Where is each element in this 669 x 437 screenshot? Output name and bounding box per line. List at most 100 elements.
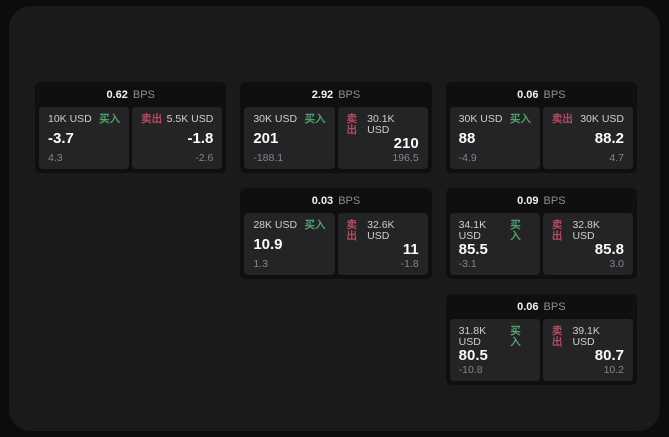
card-header: 0.06 BPS [446,82,637,107]
buy-size-label: 30K USD [253,113,298,125]
tiles-row: 34.1K USD 买入 85.5 -3.1 卖出 32.8K USD 85.8… [446,213,637,279]
quote-card: 0.06 BPS 30K USD 买入 88 -4.9 卖出 30K USD [445,82,637,173]
buy-tile[interactable]: 28K USD 买入 10.9 1.3 [244,213,335,275]
buy-tile-header: 10K USD 买入 [48,114,120,125]
bps-unit-label: BPS [338,194,361,207]
buy-delta: -10.8 [458,363,483,376]
tiles-row: 10K USD 买入 -3.7 4.3 卖出 5.5K USD -1.8 -2.… [35,107,226,173]
sell-tile[interactable]: 卖出 5.5K USD -1.8 -2.6 [132,107,223,169]
buy-size-label: 10K USD [48,113,92,125]
buy-tile-header: 30K USD 买入 [253,114,325,125]
sell-tile-header: 卖出 30.1K USD [347,114,419,135]
app-surface: 0.62 BPS 10K USD 买入 -3.7 4.3 卖出 5.5K USD [9,6,660,431]
sell-tile[interactable]: 卖出 30K USD 88.2 4.7 [542,107,633,169]
tiles-row: 28K USD 买入 10.9 1.3 卖出 32.6K USD 11 -1.8 [240,213,431,279]
buy-side-label: 买入 [510,219,521,242]
sell-size-label: 5.5K USD [166,113,214,125]
sell-price: -1.8 [187,130,214,147]
bps-unit-label: BPS [543,194,566,207]
sell-price: 210 [393,135,419,153]
buy-size-label: 34.1K USD [458,219,487,242]
quote-card: 0.03 BPS 28K USD 买入 10.9 1.3 卖出 32.6K US… [240,188,432,279]
quote-card: 0.06 BPS 31.8K USD 买入 80.5 -10.8 卖出 39.1… [445,294,637,385]
sell-side-label: 卖出 [346,219,358,242]
buy-tile-header: 30K USD 买入 [459,114,531,125]
sell-price: 88.2 [594,130,624,147]
bps-value: 0.09 [517,194,539,207]
buy-size-label: 31.8K USD [458,325,487,348]
card-header: 0.03 BPS [240,188,431,213]
sell-tile-header: 卖出 32.6K USD [347,220,419,241]
card-header: 2.92 BPS [240,82,431,107]
sell-delta: 4.7 [609,151,624,164]
sell-delta: -2.6 [195,151,214,164]
buy-delta: -3.1 [458,257,477,270]
buy-tile[interactable]: 10K USD 买入 -3.7 4.3 [39,107,130,169]
tiles-row: 30K USD 买入 88 -4.9 卖出 30K USD 88.2 4.7 [446,107,637,173]
buy-size-label: 28K USD [253,219,298,231]
tiles-row: 31.8K USD 买入 80.5 -10.8 卖出 39.1K USD 80.… [446,319,637,385]
sell-delta: 196.5 [392,151,419,164]
bps-unit-label: BPS [543,300,566,313]
buy-side-label: 买入 [510,325,521,348]
buy-tile-header: 31.8K USD 买入 [459,326,531,347]
quote-cards-grid: 0.62 BPS 10K USD 买入 -3.7 4.3 卖出 5.5K USD [35,82,637,385]
sell-tile[interactable]: 卖出 32.8K USD 85.8 3.0 [542,213,633,275]
bps-value: 2.92 [311,88,334,101]
sell-side-label: 卖出 [551,219,563,242]
sell-size-label: 39.1K USD [572,325,600,348]
sell-tile-header: 卖出 39.1K USD [552,326,624,347]
bps-unit-label: BPS [132,88,155,101]
sell-tile[interactable]: 卖出 32.6K USD 11 -1.8 [337,213,428,275]
bps-value: 0.06 [517,300,539,313]
card-header: 0.62 BPS [35,82,226,107]
card-header: 0.09 BPS [446,188,637,213]
buy-side-label: 买入 [304,113,326,125]
buy-price: 85.5 [458,241,488,259]
card-header: 0.06 BPS [446,294,637,319]
buy-price: 10.9 [253,236,283,253]
buy-tile[interactable]: 31.8K USD 买入 80.5 -10.8 [449,319,540,381]
buy-price: 88 [458,130,476,147]
sell-price: 80.7 [594,347,624,365]
quote-card: 0.62 BPS 10K USD 买入 -3.7 4.3 卖出 5.5K USD [35,82,227,173]
sell-price: 11 [402,241,419,259]
bps-value: 0.62 [106,88,128,101]
buy-tile[interactable]: 30K USD 买入 201 -188.1 [244,107,335,169]
buy-tile[interactable]: 34.1K USD 买入 85.5 -3.1 [449,213,540,275]
sell-delta: 10.2 [603,363,624,376]
buy-side-label: 买入 [304,219,326,231]
sell-size-label: 30.1K USD [367,113,395,136]
buy-delta: 4.3 [48,151,63,164]
buy-side-label: 买入 [509,113,531,125]
buy-price: 201 [253,130,279,147]
sell-tile[interactable]: 卖出 39.1K USD 80.7 10.2 [542,319,633,381]
sell-size-label: 30K USD [580,113,624,125]
sell-tile-header: 卖出 32.8K USD [552,220,624,241]
buy-size-label: 30K USD [458,113,503,125]
buy-price: 80.5 [458,347,488,365]
sell-side-label: 卖出 [551,325,563,348]
sell-tile[interactable]: 卖出 30.1K USD 210 196.5 [337,107,428,169]
quote-card: 2.92 BPS 30K USD 买入 201 -188.1 卖出 30.1K … [240,82,432,173]
sell-delta: -1.8 [400,257,419,270]
buy-side-label: 买入 [99,113,121,125]
tiles-row: 30K USD 买入 201 -188.1 卖出 30.1K USD 210 1… [240,107,431,173]
sell-tile-header: 卖出 30K USD [552,114,624,125]
sell-tile-header: 卖出 5.5K USD [141,114,213,125]
sell-price: 85.8 [594,241,624,259]
sell-delta: 3.0 [609,257,624,270]
sell-size-label: 32.6K USD [367,219,395,242]
bps-value: 0.03 [311,194,334,207]
quote-card: 0.09 BPS 34.1K USD 买入 85.5 -3.1 卖出 32.8K… [445,188,637,279]
buy-tile-header: 28K USD 买入 [253,220,325,231]
buy-tile-header: 34.1K USD 买入 [459,220,531,241]
sell-side-label: 卖出 [346,113,358,136]
sell-side-label: 卖出 [141,113,163,125]
bps-unit-label: BPS [338,88,361,101]
sell-side-label: 卖出 [551,113,573,125]
buy-tile[interactable]: 30K USD 买入 88 -4.9 [449,107,540,169]
buy-price: -3.7 [48,130,74,147]
buy-delta: 1.3 [253,257,268,270]
sell-size-label: 32.8K USD [572,219,600,242]
